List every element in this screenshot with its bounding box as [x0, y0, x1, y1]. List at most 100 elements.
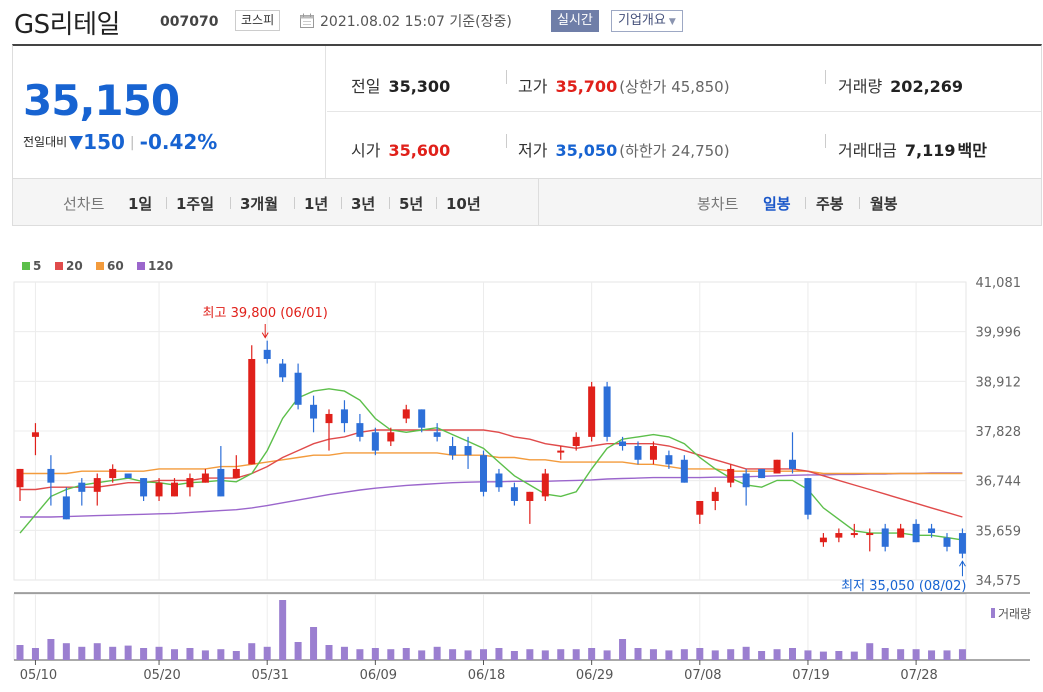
candle-body — [294, 372, 302, 405]
candle-body — [201, 473, 209, 483]
legend-swatch — [55, 262, 63, 270]
divider — [166, 197, 167, 209]
volume-bar — [248, 643, 256, 660]
volume-bar — [186, 648, 194, 660]
stock-name: GS리테일 — [14, 10, 120, 40]
candle-body — [541, 473, 549, 497]
divider: | — [129, 135, 135, 151]
current-price: 35,150 — [23, 76, 180, 125]
y-tick-label: 36,744 — [976, 475, 1022, 490]
realtime-badge[interactable]: 실시간 — [551, 10, 599, 32]
volume-bar — [495, 648, 503, 660]
candle-body — [804, 478, 812, 515]
divider — [825, 70, 826, 84]
volume-bar — [109, 646, 117, 660]
low-label: 저가 — [518, 141, 548, 160]
volume: 거래량 202,269 — [838, 73, 963, 97]
candle-body — [155, 482, 163, 497]
volume-bar — [897, 649, 905, 660]
volume-bar — [371, 648, 379, 660]
volume-bar — [958, 649, 966, 660]
volume-bar — [356, 649, 364, 660]
line-chart-label: 선차트 — [63, 195, 105, 213]
volume-bar — [510, 651, 518, 660]
candle-body — [696, 500, 704, 515]
candle-body — [943, 537, 951, 547]
period-5y[interactable]: 5년 — [399, 195, 424, 213]
candle-body — [78, 482, 86, 492]
legend-label: 60 — [107, 259, 124, 273]
candle-body — [928, 528, 936, 534]
x-tick-label: 06/09 — [360, 668, 397, 683]
legend-label: 120 — [148, 259, 173, 273]
period-10y[interactable]: 10년 — [446, 195, 481, 213]
period-1w[interactable]: 1주일 — [176, 195, 215, 213]
volume-bar — [402, 648, 410, 660]
volume-bar — [557, 649, 565, 660]
x-tick-label: 05/20 — [143, 668, 180, 683]
volume-bar — [155, 646, 163, 660]
period-3y[interactable]: 3년 — [351, 195, 376, 213]
y-tick-label: 35,659 — [976, 524, 1022, 539]
volume-bar — [217, 649, 225, 660]
divider — [825, 134, 826, 148]
volume-bar — [433, 646, 441, 660]
trading-value-value: 7,119 — [904, 141, 956, 160]
period-1d[interactable]: 1일 — [128, 195, 153, 213]
candle-body — [572, 436, 580, 447]
candle-body — [912, 523, 920, 543]
candle-body — [758, 468, 766, 479]
candle-monthly[interactable]: 월봉 — [870, 195, 898, 213]
candle-body — [510, 487, 518, 501]
x-tick-label: 06/29 — [576, 668, 613, 683]
high-value: 35,700 — [555, 77, 618, 96]
divider — [436, 197, 437, 209]
volume-bar — [649, 649, 657, 660]
candle-body — [789, 459, 796, 469]
volume-bar — [773, 649, 781, 660]
market-badge: 코스피 — [235, 10, 281, 31]
volume-bar — [804, 650, 812, 660]
candlestick-chart[interactable]: 41,081 39,996 38,912 37,828 36,744 35,659 34,5… — [0, 240, 1043, 692]
period-3m[interactable]: 3개월 — [240, 195, 279, 213]
candle-body — [109, 468, 117, 479]
candle-body — [62, 496, 70, 520]
candle-body — [217, 468, 225, 497]
volume-bar — [418, 650, 426, 660]
candle-body — [557, 450, 565, 453]
volume-bar — [634, 648, 642, 660]
candle-body — [418, 409, 426, 428]
volume-bar — [711, 650, 719, 660]
x-tick-label: 07/19 — [792, 668, 829, 683]
volume-value: 202,269 — [890, 77, 964, 96]
y-tick-label: 41,081 — [976, 276, 1022, 291]
trading-value: 거래대금 7,119 백만 — [838, 137, 987, 161]
candle-body — [310, 404, 318, 419]
period-1y[interactable]: 1년 — [304, 195, 329, 213]
legend-label: 20 — [66, 259, 83, 273]
candle-body — [897, 528, 905, 538]
candle-body — [31, 432, 39, 437]
candle-weekly[interactable]: 주봉 — [816, 195, 844, 213]
volume-bar — [325, 645, 333, 660]
candle-body — [16, 468, 24, 488]
candle-body — [526, 491, 534, 501]
volume-bar — [526, 649, 534, 660]
open-label: 시가 — [351, 141, 381, 160]
lower-limit: (하한가 24,750) — [619, 142, 730, 160]
x-tick-label: 07/08 — [684, 668, 721, 683]
candle-daily[interactable]: 일봉 — [763, 195, 791, 213]
volume-bar — [881, 648, 889, 660]
candle-body — [649, 446, 657, 460]
y-tick-label: 37,828 — [976, 425, 1022, 440]
legend-swatch — [96, 262, 104, 270]
legend-label: 5 — [33, 259, 41, 273]
candle-body — [603, 386, 611, 437]
candle-body — [340, 409, 348, 424]
company-info-dropdown[interactable]: 기업개요 ▼ — [611, 10, 683, 32]
divider — [859, 197, 860, 209]
divider — [506, 134, 507, 148]
volume-bar — [850, 651, 858, 660]
candle-body — [742, 473, 750, 488]
candle-body — [263, 349, 271, 359]
